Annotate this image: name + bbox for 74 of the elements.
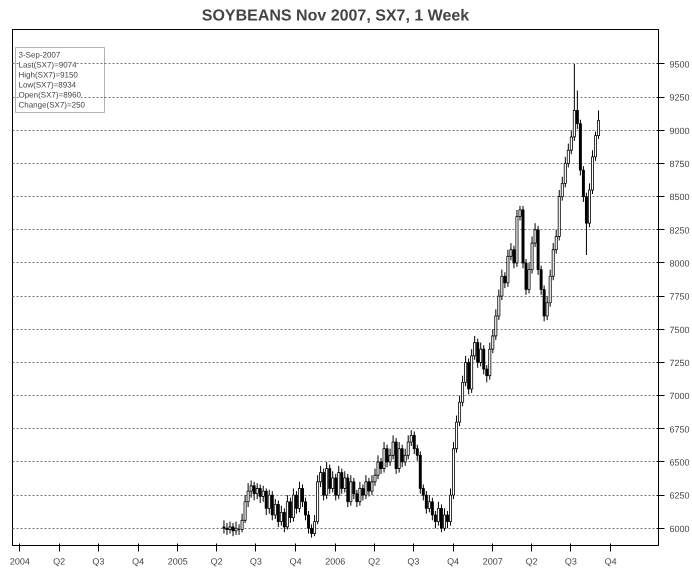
y-tick-label: 7250 <box>670 358 690 368</box>
candlestick <box>386 444 389 468</box>
y-tick-label: 9000 <box>670 126 690 136</box>
candlestick <box>274 498 277 520</box>
candlestick <box>256 482 259 500</box>
candlestick <box>294 490 298 514</box>
annotation: Last(SX7)=9074 <box>18 60 78 70</box>
candlestick <box>442 508 446 532</box>
y-tick-label: 6750 <box>670 424 690 434</box>
x-tick-label: Q3 <box>564 556 577 566</box>
candlestick <box>234 521 238 536</box>
candlestick <box>232 522 234 537</box>
y-tick-label: 7000 <box>670 391 690 402</box>
candlestick <box>349 474 352 506</box>
candlestick <box>298 481 301 513</box>
y-tick-label: 8500 <box>670 192 690 202</box>
candlestick <box>292 488 295 522</box>
candlestick <box>440 504 443 533</box>
x-tick-label: Q3 <box>92 556 104 566</box>
y-tick-label: 6000 <box>670 524 690 534</box>
candlestick <box>328 464 332 494</box>
y-tick-label: 9250 <box>670 92 690 103</box>
y-tick-label: 9500 <box>670 59 690 70</box>
y-tick-label: 8000 <box>670 258 690 268</box>
candlestick <box>288 497 292 524</box>
candlestick <box>361 484 364 501</box>
candlestick <box>276 500 280 528</box>
x-tick-label: Q2 <box>526 556 538 566</box>
candlestick <box>382 442 386 474</box>
candlestick <box>331 470 334 493</box>
annotation: High(SX7)=9150 <box>18 70 78 80</box>
candlestick <box>258 484 262 504</box>
candlestick <box>222 520 226 534</box>
x-tick-label: Q2 <box>53 556 66 566</box>
y-tick-label: 6500 <box>670 457 690 468</box>
chart-title: SOYBEANS Nov 2007, SX7, 1 Week <box>202 8 470 24</box>
candlestick <box>479 342 482 367</box>
x-tick-label: 2005 <box>168 556 188 566</box>
candlestick <box>364 474 368 500</box>
candlestick <box>428 494 431 513</box>
annotation: Open(SX7)=8960 <box>18 90 82 100</box>
x-tick-label: Q3 <box>250 556 262 566</box>
candlestick <box>346 473 350 508</box>
x-tick-label: 2004 <box>10 556 30 566</box>
candlestick <box>367 477 370 497</box>
candlestick <box>252 481 256 501</box>
candlestick <box>225 522 228 536</box>
candlestick <box>400 444 404 468</box>
candlestick <box>228 521 232 534</box>
x-tick-label: 2006 <box>325 556 346 566</box>
y-tick-label: 6250 <box>670 490 690 501</box>
x-tick-label: Q4 <box>290 556 302 566</box>
x-tick-label: Q4 <box>447 556 460 566</box>
candlestick <box>358 481 362 506</box>
x-tick-label: Q3 <box>407 556 420 566</box>
y-tick-label: 7750 <box>670 292 690 302</box>
x-tick-label: 2007 <box>482 556 503 566</box>
annotation: 3-Sep-2007 <box>18 50 61 60</box>
y-tick-label: 8750 <box>670 158 690 169</box>
y-tick-label: 8250 <box>670 225 690 236</box>
candlestick <box>280 505 283 526</box>
x-tick-label: Q2 <box>210 556 223 566</box>
annotation: Change(SX7)=250 <box>18 100 86 110</box>
candlestick <box>334 473 338 501</box>
candlestick <box>270 490 274 521</box>
x-tick-label: Q2 <box>368 556 380 566</box>
x-tick-label: Q4 <box>604 556 617 566</box>
x-tick-label: Q4 <box>132 556 144 566</box>
candlestick <box>436 501 440 526</box>
candlestick <box>398 442 401 474</box>
candlestick <box>322 468 326 501</box>
candlestick <box>476 338 480 368</box>
y-tick-label: 7500 <box>670 324 690 335</box>
annotation: Low(SX7)=8934 <box>18 80 77 90</box>
